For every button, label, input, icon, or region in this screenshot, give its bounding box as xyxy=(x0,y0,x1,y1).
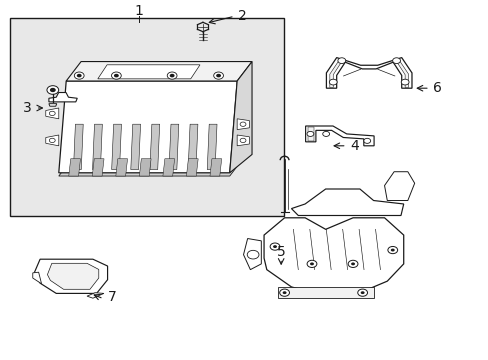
Circle shape xyxy=(240,138,245,143)
Circle shape xyxy=(74,72,84,79)
Polygon shape xyxy=(130,124,140,170)
Circle shape xyxy=(306,260,316,267)
Circle shape xyxy=(167,72,177,79)
Polygon shape xyxy=(277,287,373,298)
Polygon shape xyxy=(186,159,198,176)
Circle shape xyxy=(337,58,345,63)
Text: 7: 7 xyxy=(108,290,117,304)
Circle shape xyxy=(392,58,400,63)
Polygon shape xyxy=(34,259,107,293)
Polygon shape xyxy=(291,189,403,216)
Polygon shape xyxy=(49,104,57,106)
Polygon shape xyxy=(394,59,408,87)
Polygon shape xyxy=(207,124,217,170)
Polygon shape xyxy=(59,81,237,173)
Circle shape xyxy=(390,249,394,252)
Circle shape xyxy=(269,243,279,250)
Polygon shape xyxy=(150,124,160,170)
Polygon shape xyxy=(229,62,251,173)
Polygon shape xyxy=(49,93,77,102)
Polygon shape xyxy=(305,126,373,146)
Polygon shape xyxy=(47,263,99,289)
Polygon shape xyxy=(329,59,343,87)
Circle shape xyxy=(279,289,289,296)
Text: 1: 1 xyxy=(135,4,143,18)
Polygon shape xyxy=(308,127,313,141)
Circle shape xyxy=(213,72,223,79)
Polygon shape xyxy=(188,124,198,170)
Polygon shape xyxy=(169,124,179,170)
Polygon shape xyxy=(384,172,414,201)
Text: 6: 6 xyxy=(432,81,441,95)
Circle shape xyxy=(357,289,367,296)
Polygon shape xyxy=(163,159,174,176)
Polygon shape xyxy=(59,157,244,176)
Polygon shape xyxy=(237,119,249,130)
Circle shape xyxy=(47,86,59,94)
Circle shape xyxy=(363,138,370,143)
Polygon shape xyxy=(69,159,81,176)
Circle shape xyxy=(216,74,221,77)
Circle shape xyxy=(272,245,276,248)
Polygon shape xyxy=(46,135,59,146)
Polygon shape xyxy=(73,124,83,170)
Text: 3: 3 xyxy=(22,101,31,115)
Text: 5: 5 xyxy=(276,245,285,259)
Polygon shape xyxy=(111,124,121,170)
Circle shape xyxy=(347,260,357,267)
Circle shape xyxy=(49,111,55,116)
Polygon shape xyxy=(66,62,251,81)
Circle shape xyxy=(49,138,55,143)
Circle shape xyxy=(309,262,313,265)
Polygon shape xyxy=(46,108,59,119)
Circle shape xyxy=(111,72,121,79)
Circle shape xyxy=(387,247,397,254)
Circle shape xyxy=(50,88,56,92)
Polygon shape xyxy=(326,58,411,88)
Circle shape xyxy=(360,291,364,294)
Polygon shape xyxy=(92,159,104,176)
Polygon shape xyxy=(237,135,249,146)
Polygon shape xyxy=(98,65,200,79)
Polygon shape xyxy=(243,239,261,270)
Polygon shape xyxy=(33,272,41,284)
Circle shape xyxy=(306,131,313,136)
Polygon shape xyxy=(209,159,221,176)
Circle shape xyxy=(329,79,337,85)
Circle shape xyxy=(282,291,286,294)
Text: 4: 4 xyxy=(349,139,358,153)
Circle shape xyxy=(400,79,408,85)
Text: 2: 2 xyxy=(237,9,246,23)
Polygon shape xyxy=(139,159,151,176)
Circle shape xyxy=(240,122,245,126)
Circle shape xyxy=(350,262,354,265)
Circle shape xyxy=(247,250,259,259)
Polygon shape xyxy=(116,159,127,176)
Polygon shape xyxy=(87,293,103,298)
Polygon shape xyxy=(92,124,102,170)
Circle shape xyxy=(322,131,329,136)
Polygon shape xyxy=(264,218,403,296)
Circle shape xyxy=(169,74,174,77)
Bar xyxy=(10,18,283,216)
Circle shape xyxy=(77,74,81,77)
Circle shape xyxy=(114,74,119,77)
